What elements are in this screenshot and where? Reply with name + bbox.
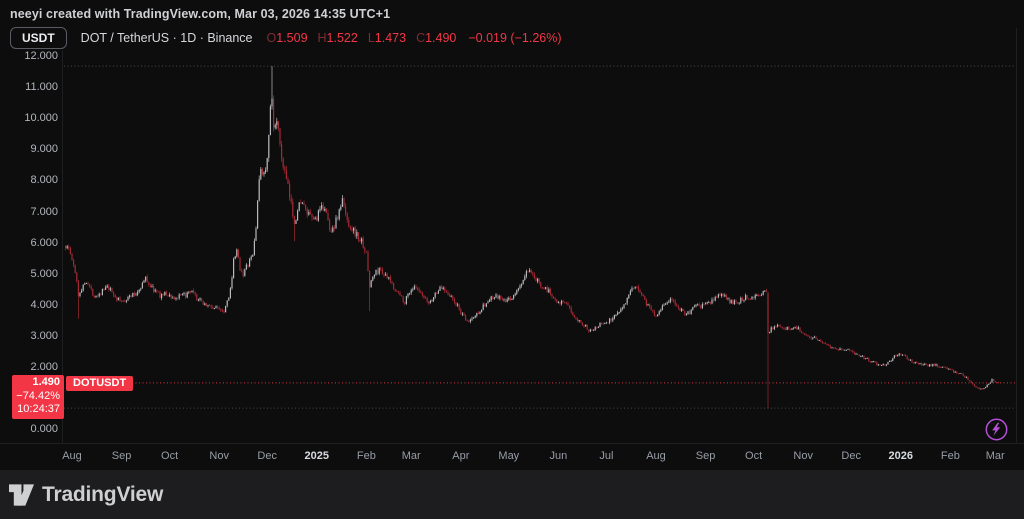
change-percent-value: −74.42% (16, 389, 60, 402)
ohlc-pair: O1.509 (266, 31, 308, 45)
tradingview-home-link[interactable]: TradingView (0, 483, 163, 507)
watermark-attribution: neeyi created with TradingView.com, Mar … (10, 7, 391, 21)
symbol-badge: DOTUSDT (66, 376, 134, 391)
price-scale-tick: 9.000 (30, 143, 58, 156)
time-scale-tick: Oct (745, 450, 763, 462)
time-scale-tick: Mar (985, 450, 1005, 462)
time-scale-tick: Sep (111, 450, 132, 462)
time-scale-tick: Aug (646, 450, 666, 462)
price-scale-tick: 6.000 (30, 236, 58, 249)
price-scale-tick: 5.000 (30, 267, 58, 280)
time-scale-tick: 2025 (304, 450, 330, 462)
price-scale-tick: 4.000 (30, 298, 58, 311)
tradingview-logo-icon (9, 483, 34, 506)
last-price-value: 1.490 (32, 376, 60, 388)
footer-bar: TradingView (0, 470, 1024, 519)
time-scale-tick: Feb (940, 450, 960, 462)
ohlc-pair: H1.522 (317, 31, 358, 45)
time-scale-tick: Jul (599, 450, 614, 462)
ohlc-values: O1.509 H1.522 L1.473 C1.490 (267, 31, 467, 45)
time-scale-tick: Nov (209, 450, 229, 462)
change-value: −0.019 (−1.26%) (468, 31, 562, 45)
time-scale-tick: May (498, 450, 520, 462)
chart-right-border (1016, 28, 1017, 443)
symbol-title[interactable]: DOT / TetherUS · 1D · Binance (80, 31, 253, 45)
last-price-badge: 1.490 −74.42% 10:24:37 (12, 375, 64, 419)
price-scale-tick: 10.000 (24, 112, 58, 125)
time-scale-border (0, 443, 1024, 444)
price-scale-tick: 7.000 (30, 205, 58, 218)
flash-action-button[interactable] (984, 417, 1009, 442)
time-scale-tick: Dec (257, 450, 277, 462)
lightning-icon (985, 418, 1008, 441)
reference-lines (64, 65, 1016, 409)
time-scale-tick: 2026 (888, 450, 914, 462)
price-scale-tick: 8.000 (30, 174, 58, 187)
ohlc-pair: C1.490 (416, 31, 457, 45)
time-scale-tick: Oct (161, 450, 179, 462)
ohlc-pair: L1.473 (367, 31, 407, 45)
candlestick-series (65, 66, 999, 409)
time-scale-tick: Feb (356, 450, 376, 462)
price-scale-tick: 2.000 (30, 361, 58, 374)
bar-countdown: 10:24:37 (17, 403, 60, 415)
price-scale-tick: 0.000 (30, 423, 58, 436)
tradingview-brand-text: TradingView (42, 482, 164, 506)
price-scale-tick: 11.000 (25, 81, 58, 94)
time-scale-tick: Jun (549, 450, 568, 462)
time-scale-tick: Sep (695, 450, 716, 462)
time-scale-tick: Apr (452, 450, 470, 462)
price-scale-border (62, 50, 63, 443)
time-scale-tick: Nov (793, 450, 813, 462)
currency-toggle-button[interactable]: USDT (10, 27, 67, 49)
price-scale-tick: 12.000 (24, 50, 58, 63)
time-scale-tick: Dec (841, 450, 861, 462)
time-scale-tick: Aug (62, 450, 82, 462)
price-scale-tick: 3.000 (30, 329, 58, 342)
time-scale-tick: Mar (401, 450, 421, 462)
chart-legend: USDT DOT / TetherUS · 1D · Binance O1.50… (10, 27, 562, 49)
